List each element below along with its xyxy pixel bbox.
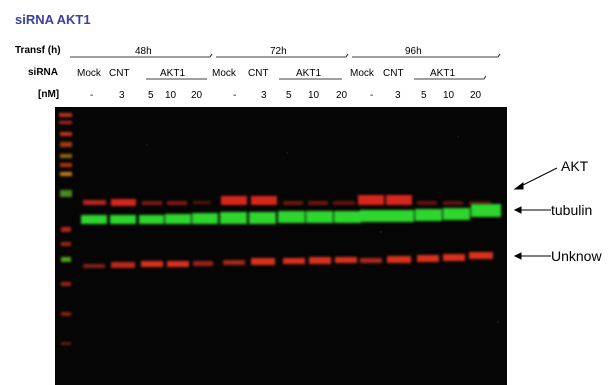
sirna-mock-96: Mock xyxy=(350,68,374,79)
timepoint-label: 72h xyxy=(270,46,287,57)
nm-value: 3 xyxy=(395,90,401,101)
nm-value: 3 xyxy=(119,90,125,101)
nm-value: 5 xyxy=(421,90,427,101)
sirna-cnt-96: CNT xyxy=(383,68,404,79)
sirna-cnt-72: CNT xyxy=(248,68,269,79)
western-blot-image xyxy=(55,107,507,385)
nm-value: 10 xyxy=(308,90,320,101)
blot-bands xyxy=(59,113,501,345)
sirna-cnt-48: CNT xyxy=(109,68,130,79)
akt-band-label: AKT xyxy=(561,158,589,174)
nm-value: 20 xyxy=(336,90,348,101)
nm-value: - xyxy=(90,90,94,101)
tubulin-band-label: tubulin xyxy=(551,202,593,218)
transf-row-label: Transf (h) xyxy=(15,45,61,56)
nm-value: 5 xyxy=(286,90,292,101)
sirna-mock-72: Mock xyxy=(212,68,236,79)
nm-value: - xyxy=(233,90,237,101)
nm-value: 20 xyxy=(191,90,203,101)
nm-value: 10 xyxy=(165,90,177,101)
sirna-mock-48: Mock xyxy=(77,68,101,79)
band-arrows xyxy=(513,167,558,260)
unknown-band-label: Unknow xyxy=(551,248,602,264)
sirna-akt1-48: AKT1 xyxy=(160,68,186,79)
timepoint-label: 48h xyxy=(135,46,152,57)
sirna-akt1-96: AKT1 xyxy=(430,68,456,79)
sirna-akt1-72: AKT1 xyxy=(296,68,322,79)
nm-value: - xyxy=(370,90,374,101)
timepoint-label: 96h xyxy=(405,46,422,57)
nm-value: 20 xyxy=(470,90,482,101)
sirna-row-label: siRNA xyxy=(28,67,59,78)
figure-title: siRNA AKT1 xyxy=(15,12,91,27)
nm-value: 3 xyxy=(261,90,267,101)
nm-value: 10 xyxy=(443,90,455,101)
nm-value: 5 xyxy=(148,90,154,101)
header-underlines xyxy=(70,53,501,80)
nm-row-label: [nM] xyxy=(38,89,60,100)
